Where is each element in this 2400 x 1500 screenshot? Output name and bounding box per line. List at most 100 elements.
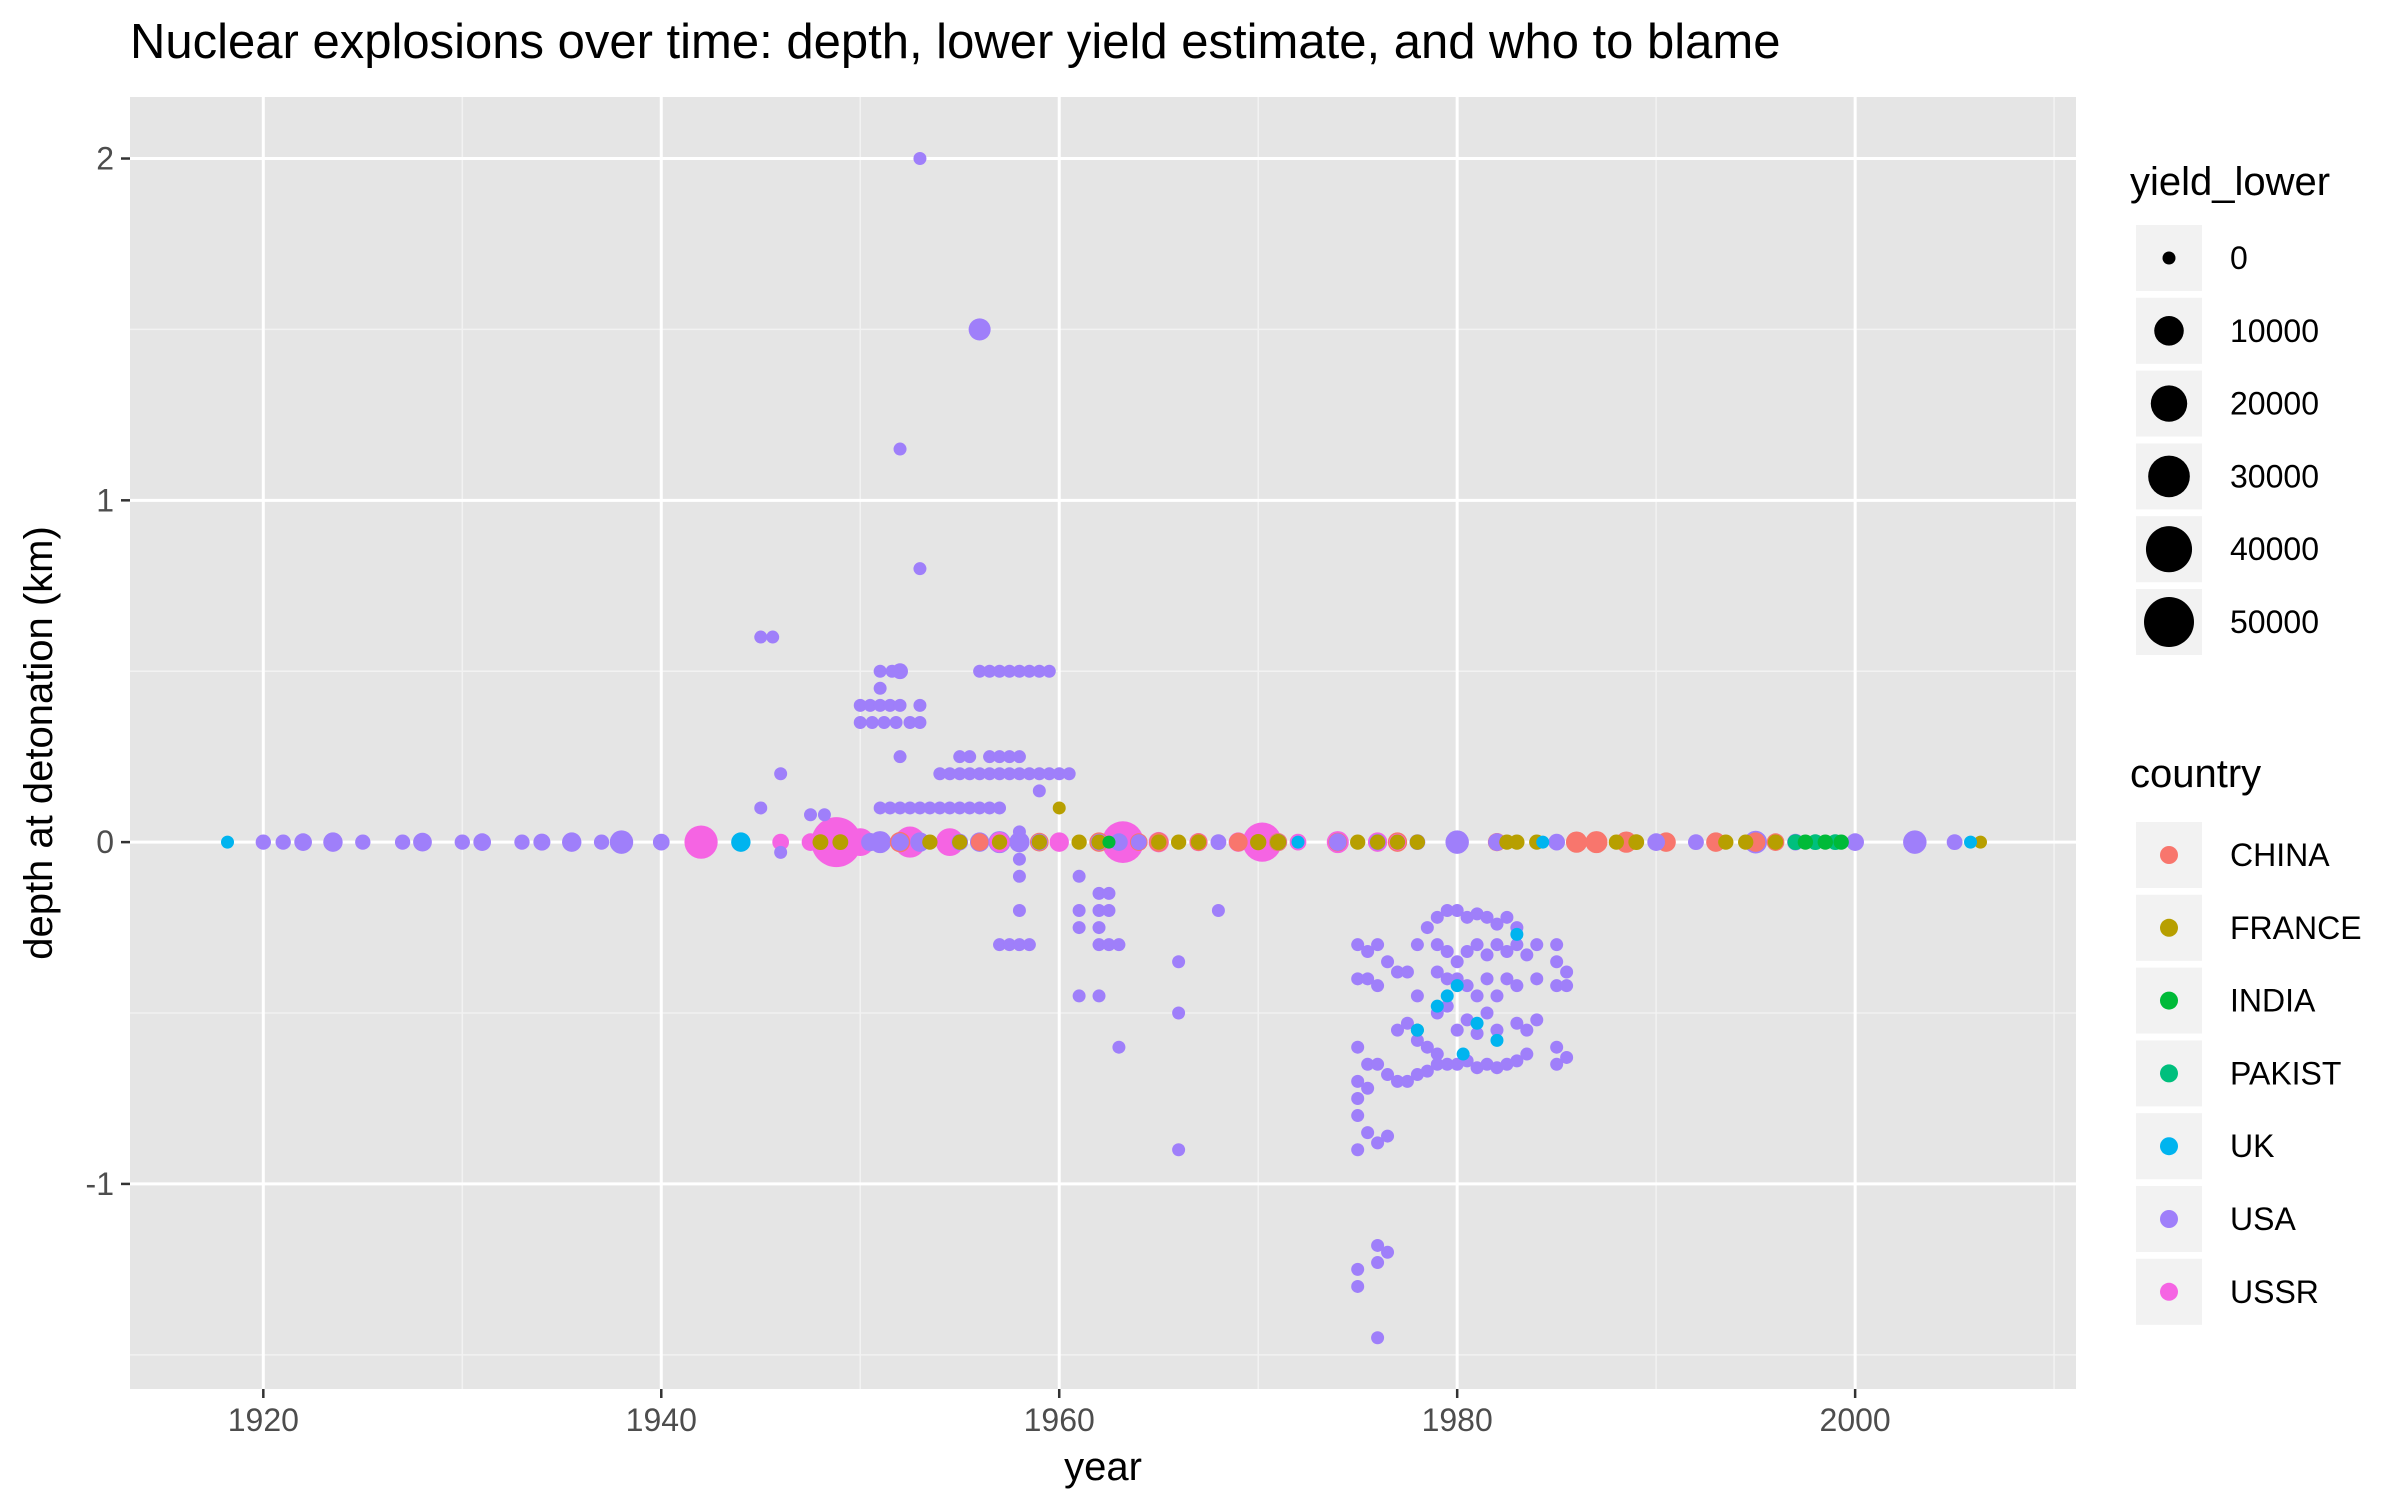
data-point-france xyxy=(1052,801,1066,815)
data-point-usa xyxy=(963,750,977,764)
data-point-usa xyxy=(394,834,411,850)
data-point-usa xyxy=(609,830,634,854)
data-point-usa xyxy=(873,664,887,678)
data-point-usa xyxy=(1846,833,1864,851)
data-point-usa xyxy=(1072,921,1086,935)
data-point-usa xyxy=(275,834,291,850)
color-legend-dot xyxy=(2160,1282,2178,1301)
data-point-china xyxy=(1565,831,1588,853)
data-point-usa xyxy=(1092,989,1106,1003)
data-point-usa xyxy=(885,664,899,678)
data-point-usa xyxy=(873,698,887,712)
data-point-usa xyxy=(1092,938,1106,952)
data-point-usa xyxy=(1510,938,1524,952)
data-point-france xyxy=(1369,834,1386,850)
data-point-usa xyxy=(1470,989,1484,1003)
data-point-usa xyxy=(1002,750,1016,764)
data-point-usa xyxy=(1092,921,1106,935)
color-legend-dot xyxy=(2160,918,2178,937)
size-legend-dot xyxy=(2154,316,2184,346)
data-point-usa xyxy=(1102,938,1116,952)
color-legend-title: country xyxy=(2130,752,2261,796)
x-tick-label: 1960 xyxy=(1024,1402,1095,1438)
data-point-usa xyxy=(983,801,997,815)
data-point-ussr xyxy=(1049,832,1069,852)
data-point-usa xyxy=(652,833,670,851)
data-point-usa xyxy=(993,938,1007,952)
data-point-uk xyxy=(1964,835,1978,849)
data-point-usa xyxy=(255,834,271,850)
data-point-usa xyxy=(1390,1023,1404,1037)
data-point-usa xyxy=(774,767,788,781)
data-point-usa xyxy=(1009,831,1030,853)
data-point-usa xyxy=(1450,1023,1464,1037)
data-point-usa xyxy=(1361,944,1375,958)
data-point-usa xyxy=(1092,886,1106,900)
data-point-usa xyxy=(893,442,907,456)
data-point-usa xyxy=(1440,999,1454,1013)
data-point-usa xyxy=(1550,979,1564,993)
data-point-usa xyxy=(1022,664,1036,678)
data-point-usa xyxy=(1440,944,1454,958)
data-point-uk xyxy=(1410,1023,1424,1037)
data-point-usa xyxy=(774,845,788,859)
data-point-usa xyxy=(1012,825,1026,839)
data-point-france xyxy=(952,834,968,850)
data-point-usa xyxy=(1371,979,1385,993)
data-point-uk xyxy=(1456,1047,1470,1061)
data-point-usa xyxy=(1450,955,1464,969)
data-point-usa xyxy=(1012,852,1026,866)
data-point-uk xyxy=(220,835,234,849)
data-point-usa xyxy=(1460,944,1474,958)
data-point-usa xyxy=(1102,903,1116,917)
data-point-uk xyxy=(1430,999,1444,1013)
data-point-france xyxy=(1767,834,1784,850)
data-point-usa xyxy=(1410,1033,1424,1047)
data-point-india xyxy=(1833,834,1849,850)
data-point-france xyxy=(1250,833,1267,851)
data-point-usa xyxy=(1112,1040,1126,1054)
size-legend: 0 10000 20000 30000 40000 50000 xyxy=(2136,225,2319,655)
data-point-uk xyxy=(1450,979,1464,993)
data-point-france xyxy=(1389,834,1406,850)
data-point-usa xyxy=(1002,938,1016,952)
data-point-usa xyxy=(1351,1279,1365,1293)
data-point-france xyxy=(1628,834,1645,851)
minor-gridlines xyxy=(130,97,2076,1389)
data-point-usa xyxy=(943,767,957,781)
data-point-usa xyxy=(1002,664,1016,678)
data-point-usa xyxy=(1946,834,1963,851)
data-point-usa xyxy=(1510,979,1524,993)
data-point-usa xyxy=(1530,938,1544,952)
color-legend-dot xyxy=(2160,1064,2178,1083)
data-point-usa xyxy=(1430,1047,1444,1061)
data-point-usa xyxy=(1430,1057,1444,1071)
data-point-usa xyxy=(1062,767,1076,781)
data-point-usa xyxy=(943,801,957,815)
data-point-usa xyxy=(1520,948,1534,962)
data-point-uk xyxy=(731,832,751,852)
data-point-usa xyxy=(913,801,927,815)
data-point-usa xyxy=(883,698,897,712)
data-point-ussr xyxy=(684,825,718,859)
data-point-usa xyxy=(1371,1331,1385,1345)
data-point-usa xyxy=(983,664,997,678)
data-point-usa xyxy=(1371,1256,1385,1270)
data-point-usa xyxy=(1022,938,1036,952)
data-point-usa xyxy=(913,562,927,576)
data-point-usa xyxy=(1351,1262,1365,1276)
data-point-usa xyxy=(1012,938,1026,952)
data-point-india xyxy=(1102,835,1116,849)
data-point-usa xyxy=(817,808,831,822)
data-point-france xyxy=(1718,834,1734,850)
data-point-france xyxy=(1973,835,1987,849)
data-point-usa xyxy=(1361,1126,1375,1140)
data-point-usa xyxy=(1381,955,1395,969)
data-point-uk xyxy=(1440,989,1454,1003)
y-tick-label: 0 xyxy=(96,824,114,860)
data-point-usa xyxy=(1470,1061,1484,1075)
data-point-usa xyxy=(1500,910,1514,924)
data-point-usa xyxy=(1012,869,1026,883)
data-point-usa xyxy=(1172,1143,1186,1157)
